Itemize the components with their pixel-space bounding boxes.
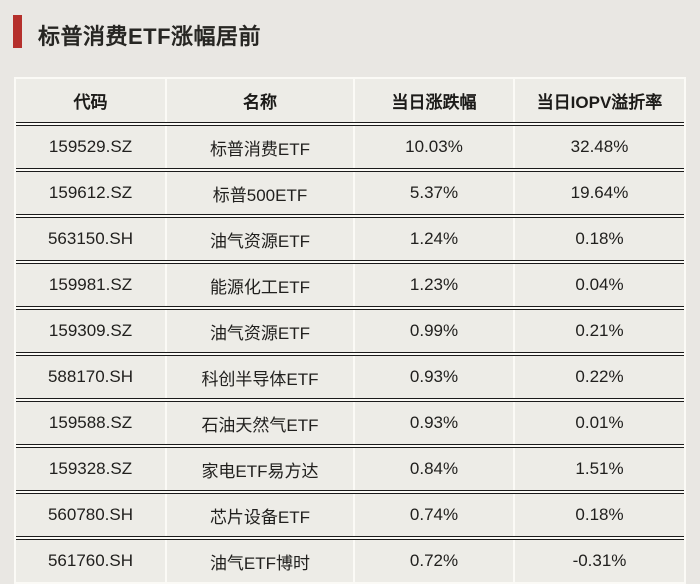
table-row: 159612.SZ 标普500ETF 5.37% 19.64% [16, 172, 684, 218]
header-iopv: 当日IOPV溢折率 [515, 79, 684, 122]
table-row: 560780.SH 芯片设备ETF 0.74% 0.18% [16, 494, 684, 540]
cell-iopv: -0.31% [515, 540, 684, 582]
cell-code: 159529.SZ [16, 126, 165, 168]
cell-code: 561760.SH [16, 540, 165, 582]
cell-name: 石油天然气ETF [167, 402, 353, 444]
header-code: 代码 [16, 79, 165, 122]
cell-change: 0.93% [355, 356, 513, 398]
cell-change: 0.72% [355, 540, 513, 582]
cell-iopv: 1.51% [515, 448, 684, 490]
table-row: 159588.SZ 石油天然气ETF 0.93% 0.01% [16, 402, 684, 448]
cell-iopv: 0.04% [515, 264, 684, 306]
cell-code: 159981.SZ [16, 264, 165, 306]
cell-change: 0.99% [355, 310, 513, 352]
table-row: 159981.SZ 能源化工ETF 1.23% 0.04% [16, 264, 684, 310]
cell-iopv: 0.21% [515, 310, 684, 352]
page-title: 标普消费ETF涨幅居前 [38, 24, 262, 49]
header-change: 当日涨跌幅 [355, 79, 513, 122]
cell-change: 1.24% [355, 218, 513, 260]
cell-iopv: 0.01% [515, 402, 684, 444]
cell-iopv: 0.18% [515, 218, 684, 260]
cell-change: 10.03% [355, 126, 513, 168]
cell-code: 159612.SZ [16, 172, 165, 214]
title-section: 标普消费ETF涨幅居前 [0, 0, 700, 62]
cell-code: 159588.SZ [16, 402, 165, 444]
cell-change: 1.23% [355, 264, 513, 306]
cell-name: 油气ETF博时 [167, 540, 353, 582]
cell-code: 159328.SZ [16, 448, 165, 490]
cell-change: 0.74% [355, 494, 513, 536]
table-row: 563150.SH 油气资源ETF 1.24% 0.18% [16, 218, 684, 264]
cell-name: 科创半导体ETF [167, 356, 353, 398]
cell-name: 芯片设备ETF [167, 494, 353, 536]
cell-code: 588170.SH [16, 356, 165, 398]
cell-change: 0.93% [355, 402, 513, 444]
table-header-row: 代码 名称 当日涨跌幅 当日IOPV溢折率 [16, 79, 684, 126]
etf-table: 代码 名称 当日涨跌幅 当日IOPV溢折率 159529.SZ 标普消费ETF … [14, 77, 686, 584]
title-accent-bar [13, 15, 22, 48]
cell-iopv: 0.18% [515, 494, 684, 536]
cell-iopv: 19.64% [515, 172, 684, 214]
table-row: 588170.SH 科创半导体ETF 0.93% 0.22% [16, 356, 684, 402]
cell-name: 标普500ETF [167, 172, 353, 214]
cell-code: 159309.SZ [16, 310, 165, 352]
cell-code: 563150.SH [16, 218, 165, 260]
cell-change: 0.84% [355, 448, 513, 490]
cell-name: 标普消费ETF [167, 126, 353, 168]
cell-name: 油气资源ETF [167, 218, 353, 260]
cell-code: 560780.SH [16, 494, 165, 536]
cell-change: 5.37% [355, 172, 513, 214]
table-row: 561760.SH 油气ETF博时 0.72% -0.31% [16, 540, 684, 582]
cell-name: 能源化工ETF [167, 264, 353, 306]
cell-name: 油气资源ETF [167, 310, 353, 352]
header-name: 名称 [167, 79, 353, 122]
table-row: 159309.SZ 油气资源ETF 0.99% 0.21% [16, 310, 684, 356]
cell-iopv: 32.48% [515, 126, 684, 168]
cell-name: 家电ETF易方达 [167, 448, 353, 490]
table-row: 159529.SZ 标普消费ETF 10.03% 32.48% [16, 126, 684, 172]
cell-iopv: 0.22% [515, 356, 684, 398]
table-row: 159328.SZ 家电ETF易方达 0.84% 1.51% [16, 448, 684, 494]
